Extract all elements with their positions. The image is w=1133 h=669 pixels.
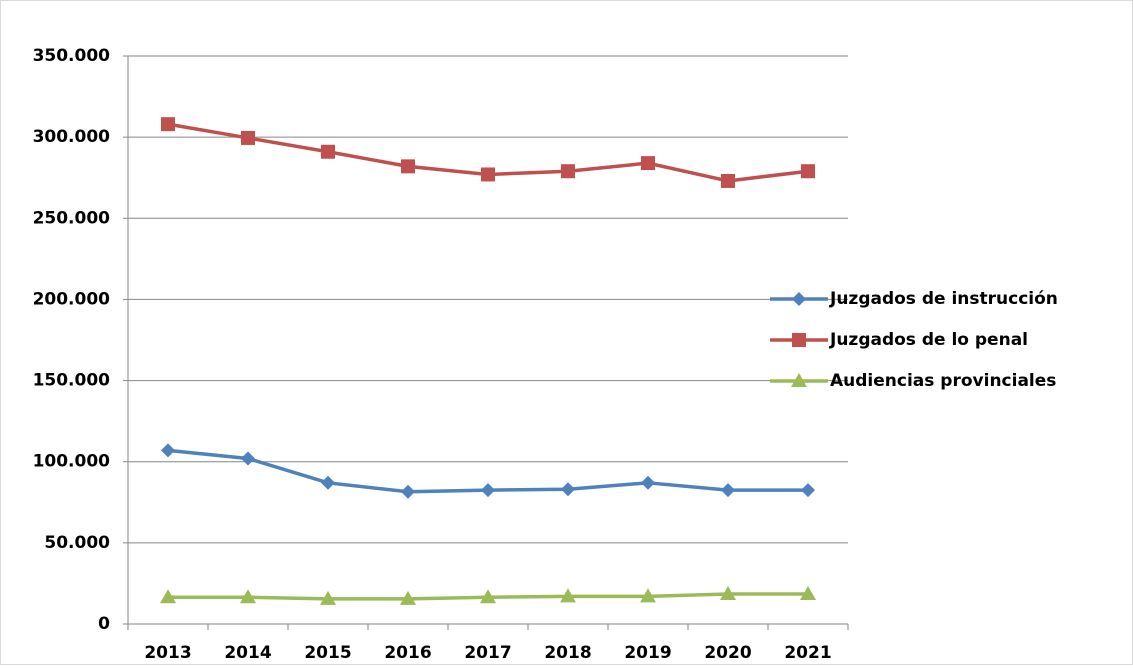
legend-marker: [792, 333, 806, 347]
data-point: [240, 589, 256, 604]
x-tick-label: 2019: [624, 643, 671, 663]
data-point: [321, 144, 335, 159]
data-point: [560, 588, 576, 603]
x-tick-label: 2015: [304, 643, 351, 663]
legend-label: Juzgados de lo penal: [829, 330, 1028, 350]
y-tick-label: 200.000: [33, 289, 111, 309]
x-tick-label: 2014: [224, 643, 271, 663]
y-tick-label: 350.000: [33, 46, 111, 66]
data-point: [641, 156, 655, 171]
x-tick-label: 2018: [544, 643, 591, 663]
data-point: [320, 590, 336, 605]
y-tick-label: 300.000: [33, 127, 111, 147]
data-point: [561, 482, 575, 497]
y-tick-label: 0: [98, 614, 110, 634]
legend-marker: [791, 373, 807, 387]
data-point: [161, 443, 175, 458]
data-point: [800, 585, 816, 600]
data-point: [481, 483, 495, 498]
data-point: [640, 588, 656, 603]
data-point: [481, 167, 495, 182]
y-tick-label: 250.000: [33, 208, 111, 228]
data-point: [321, 475, 335, 490]
data-point: [721, 483, 735, 498]
data-point: [400, 590, 416, 605]
data-point: [561, 164, 575, 179]
data-point: [241, 130, 255, 145]
y-tick-label: 50.000: [44, 533, 110, 553]
data-point: [801, 164, 815, 179]
legend-marker: [792, 292, 806, 306]
x-tick-label: 2017: [464, 643, 511, 663]
data-point: [721, 173, 735, 188]
legend-label: Audiencias provinciales: [830, 371, 1056, 391]
y-tick-label: 100.000: [33, 452, 111, 472]
x-tick-label: 2021: [784, 643, 831, 663]
data-point: [241, 451, 255, 466]
data-point: [401, 484, 415, 499]
data-point: [401, 159, 415, 174]
data-point: [720, 585, 736, 600]
data-point: [161, 117, 175, 132]
data-point: [480, 589, 496, 604]
y-tick-label: 150.000: [33, 371, 111, 391]
data-point: [160, 589, 176, 604]
x-tick-label: 2013: [144, 643, 191, 663]
legend-label: Juzgados de instrucción: [829, 289, 1058, 309]
data-point: [801, 483, 815, 498]
x-tick-label: 2016: [384, 643, 431, 663]
x-tick-label: 2020: [704, 643, 751, 663]
data-point: [641, 475, 655, 490]
